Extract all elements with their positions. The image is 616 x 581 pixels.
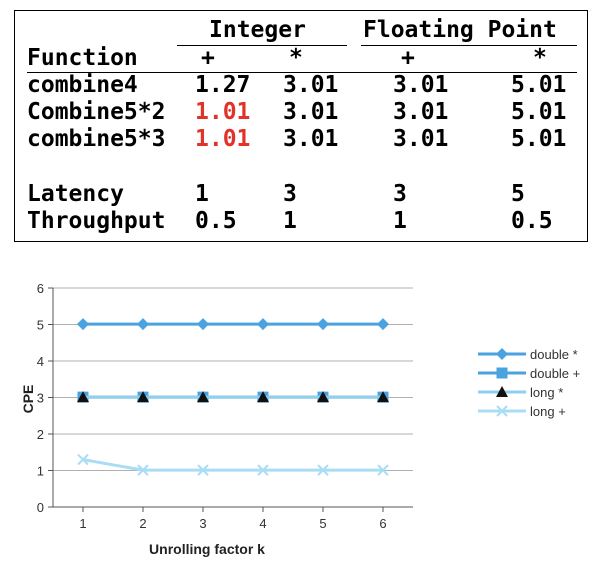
- floating-header-underline: [361, 45, 577, 46]
- bound-value: 1: [393, 208, 407, 234]
- data-point-long: [77, 453, 89, 466]
- data-point-double: [377, 318, 389, 331]
- y-tick-label: 4: [37, 354, 44, 369]
- row-value: 3.01: [283, 126, 339, 152]
- row-value: 1.27: [195, 72, 251, 98]
- x-marker-stroke: [197, 464, 209, 476]
- y-tick-label: 6: [37, 281, 44, 296]
- x-marker-stroke: [317, 464, 329, 476]
- op-header-int-mul: *: [289, 45, 303, 71]
- bound-value: 1: [195, 181, 209, 207]
- data-point-long: [137, 464, 149, 476]
- x-axis-label: Unrolling factor k: [149, 541, 265, 557]
- x-marker-stroke: [496, 405, 508, 417]
- row-name: combine5*3: [27, 126, 166, 152]
- integer-group-header: Integer: [209, 17, 306, 43]
- y-tick-label: 1: [37, 464, 44, 479]
- legend-label: long +: [530, 404, 566, 419]
- data-point-double: [257, 318, 269, 331]
- row-value: 5.01: [511, 99, 567, 125]
- chart-grid: [53, 287, 413, 471]
- chart-series: [77, 318, 389, 476]
- y-tick-label: 2: [37, 427, 44, 442]
- bound-value: 3: [283, 181, 297, 207]
- bound-value: 1: [283, 208, 297, 234]
- x-marker-stroke: [377, 464, 389, 476]
- legend-item-long: long *: [478, 385, 563, 400]
- x-tick-label: 6: [379, 516, 386, 531]
- bound-row-name: Throughput: [27, 208, 166, 234]
- op-header-fp-add: +: [401, 45, 415, 71]
- data-point-double: [197, 318, 209, 331]
- row-value: 3.01: [283, 99, 339, 125]
- x-tick-label: 1: [79, 516, 86, 531]
- data-point-long: [197, 464, 209, 476]
- legend-marker: [496, 367, 508, 379]
- bound-value: 0.5: [195, 208, 237, 234]
- data-point-long: [197, 391, 209, 403]
- floating-point-group-header: Floating Point: [363, 17, 557, 43]
- x-tick-label: 5: [319, 516, 326, 531]
- data-point-long: [257, 391, 269, 403]
- bound-value: 0.5: [511, 208, 553, 234]
- chart-svg: 0 1 2 3 4 5 6 1 2 3 4 5 6 double * double + long * long…: [20, 281, 580, 557]
- cpe-line-chart: 0 1 2 3 4 5 6 1 2 3 4 5 6 double * double + long * long…: [0, 276, 616, 576]
- row-name: combine4: [27, 72, 138, 98]
- data-point-double: [77, 318, 89, 331]
- row-value: 3.01: [393, 99, 449, 125]
- row-value-highlighted: 1.01: [195, 99, 251, 125]
- op-header-fp-mul: *: [533, 45, 547, 71]
- row-value: 3.01: [283, 72, 339, 98]
- row-value-highlighted: 1.01: [195, 126, 251, 152]
- data-point-double: [317, 318, 329, 331]
- op-header-int-add: +: [201, 45, 215, 71]
- bound-row-name: Latency: [27, 181, 124, 207]
- x-tick-label: 3: [199, 516, 206, 531]
- series-line-long: [82, 458, 383, 472]
- legend-label: double +: [530, 366, 580, 381]
- y-tick-label: 0: [37, 500, 44, 515]
- row-name: Combine5*2: [27, 99, 166, 125]
- legend-label: double *: [530, 347, 578, 362]
- legend-marker: [496, 348, 508, 360]
- header-rule: [27, 72, 577, 73]
- cpe-table: Integer Floating Point Function + * + * …: [14, 10, 588, 242]
- data-point-long: [77, 391, 89, 403]
- y-axis-label: CPE: [20, 385, 36, 414]
- data-point-long: [317, 391, 329, 403]
- chart-legend: double * double + long * long +: [478, 347, 580, 419]
- function-column-header: Function: [27, 45, 138, 71]
- data-point-long: [317, 464, 329, 476]
- legend-label: long *: [530, 385, 563, 400]
- row-value: 5.01: [511, 72, 567, 98]
- y-tick-label: 5: [37, 318, 44, 333]
- row-value: 3.01: [393, 72, 449, 98]
- row-value: 5.01: [511, 126, 567, 152]
- legend-item-double: double *: [478, 347, 578, 362]
- data-point-long: [377, 391, 389, 403]
- bound-value: 3: [393, 181, 407, 207]
- legend-marker: [496, 386, 508, 397]
- data-point-double: [137, 318, 149, 331]
- y-tick-label: 3: [37, 391, 44, 406]
- legend-item-double: double +: [478, 366, 580, 381]
- data-point-long: [377, 464, 389, 476]
- data-point-long: [257, 464, 269, 476]
- data-point-long: [137, 391, 149, 403]
- x-marker-stroke: [257, 464, 269, 476]
- legend-marker: [496, 405, 508, 417]
- integer-header-underline: [177, 45, 347, 46]
- legend-item-long: long +: [478, 404, 566, 419]
- x-marker-stroke: [77, 453, 89, 466]
- bound-value: 5: [511, 181, 525, 207]
- chart-axes: 0 1 2 3 4 5 6 1 2 3 4 5 6: [37, 281, 413, 531]
- x-marker-stroke: [137, 464, 149, 476]
- x-tick-label: 2: [139, 516, 146, 531]
- x-tick-label: 4: [259, 516, 266, 531]
- row-value: 3.01: [393, 126, 449, 152]
